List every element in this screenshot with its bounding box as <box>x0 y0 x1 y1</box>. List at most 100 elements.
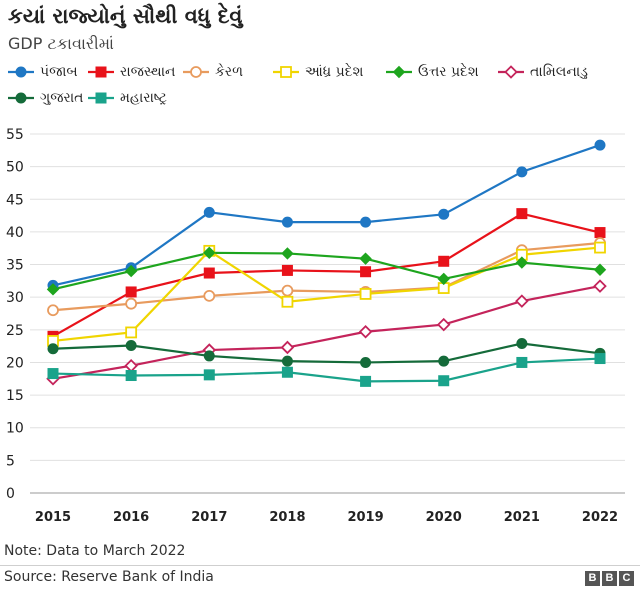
series-line <box>52 357 601 383</box>
y-tick-label: 30 <box>6 290 24 306</box>
y-tick-label: 20 <box>6 355 24 371</box>
legend-item: મહારાષ્ટ્ર <box>88 90 167 106</box>
x-tick-label: 2021 <box>504 510 540 525</box>
series-line <box>52 285 601 380</box>
legend-item: કેરળ <box>183 64 243 80</box>
data-point <box>516 338 528 350</box>
data-point <box>593 263 607 276</box>
x-tick-label: 2018 <box>269 510 305 525</box>
data-point <box>359 288 372 300</box>
data-point <box>437 272 450 286</box>
bbc-logo-letter: B <box>585 571 600 586</box>
page-subtitle: GDP ટકાવારીમાં <box>8 34 114 53</box>
legend-item: રાજસ્થાન <box>88 64 175 80</box>
y-tick-label: 0 <box>6 486 15 502</box>
legend-swatch <box>8 66 34 78</box>
x-tick-label: 2020 <box>426 510 462 525</box>
data-point <box>281 264 293 276</box>
data-point <box>203 267 215 279</box>
data-point <box>125 370 137 382</box>
series-line <box>52 251 601 291</box>
data-point <box>125 286 137 298</box>
x-tick-label: 2015 <box>35 510 71 525</box>
y-tick-label: 35 <box>6 258 24 274</box>
data-point <box>594 241 606 254</box>
y-tick-label: 5 <box>6 453 15 469</box>
data-point <box>281 295 294 308</box>
data-point <box>360 266 372 278</box>
data-point <box>47 343 59 355</box>
legend-swatch <box>88 92 114 104</box>
legend-label: મહારાષ્ટ્ર <box>120 90 167 106</box>
legend-swatch-marker <box>95 92 107 104</box>
data-point <box>516 208 528 220</box>
data-point <box>438 355 450 367</box>
data-point <box>360 356 372 368</box>
legend-label: રાજસ્થાન <box>120 64 176 80</box>
data-point <box>203 350 215 362</box>
y-tick-label: 40 <box>6 225 24 241</box>
divider <box>0 565 640 566</box>
data-point <box>124 264 138 278</box>
data-point <box>438 208 450 220</box>
chart-source: Source: Reserve Bank of India <box>4 569 214 585</box>
data-point <box>203 289 216 302</box>
legend-swatch-marker <box>190 66 202 78</box>
data-point <box>516 166 528 178</box>
legend-swatch <box>498 65 524 79</box>
data-point <box>515 294 529 308</box>
legend-item: ઉત્તર પ્રદેશ <box>386 64 479 80</box>
data-point <box>358 325 373 339</box>
legend-swatch-marker <box>15 92 27 104</box>
data-point <box>47 368 59 380</box>
legend-label: પંજાબ <box>40 64 78 80</box>
data-point <box>281 284 294 297</box>
series-line <box>52 241 601 312</box>
x-tick-label: 2019 <box>347 510 383 525</box>
bbc-logo-letter: C <box>619 571 634 586</box>
legend-swatch <box>88 66 114 78</box>
y-tick-label: 10 <box>6 421 24 437</box>
data-point <box>46 283 60 296</box>
data-point <box>594 227 606 239</box>
line-chart: 0 5 10 15 20 25 30 35 40 45 50 55 2015 2016 2017 2018 20… <box>6 127 625 525</box>
data-point <box>280 340 295 355</box>
data-point <box>594 139 606 151</box>
data-point <box>203 246 216 260</box>
legend-item: તામિલનાડુ <box>498 64 588 80</box>
data-point <box>47 304 59 317</box>
data-point <box>593 279 607 293</box>
series-line <box>52 342 601 364</box>
y-tick-label: 45 <box>6 192 24 208</box>
bbc-logo-letter: B <box>602 571 617 586</box>
y-tick-label: 50 <box>6 160 24 176</box>
legend-item: પંજાબ <box>8 64 78 80</box>
legend-swatch-marker <box>280 66 292 78</box>
page-title: કયાં રાજ્યોનું સૌથી વધુ દેવું <box>8 4 243 28</box>
legend-swatch-marker <box>392 65 406 79</box>
series-line <box>52 144 601 287</box>
legend-swatch <box>386 65 412 79</box>
bbc-logo: B B C <box>585 571 634 586</box>
legend-swatch-marker <box>504 65 518 79</box>
data-point <box>281 247 294 260</box>
legend-swatch-marker <box>95 66 107 78</box>
legend-swatch <box>183 66 209 78</box>
legend-label: કેરળ <box>215 64 244 80</box>
legend-label: ઉત્તર પ્રદેશ <box>418 64 479 80</box>
data-point <box>360 375 372 387</box>
data-point <box>436 317 451 332</box>
data-point <box>438 255 450 267</box>
x-tick-label: 2022 <box>582 510 618 525</box>
legend-label: તામિલનાડુ <box>530 64 588 80</box>
series-line <box>52 246 601 343</box>
data-point <box>594 353 606 365</box>
data-point <box>125 297 138 310</box>
x-tick-label: 2017 <box>191 510 227 525</box>
data-point <box>281 366 293 378</box>
data-point <box>281 216 293 228</box>
legend-item: ગુજરાત <box>8 90 83 106</box>
data-point <box>359 252 372 265</box>
chart-note: Note: Data to March 2022 <box>4 543 186 559</box>
data-point <box>516 356 528 368</box>
